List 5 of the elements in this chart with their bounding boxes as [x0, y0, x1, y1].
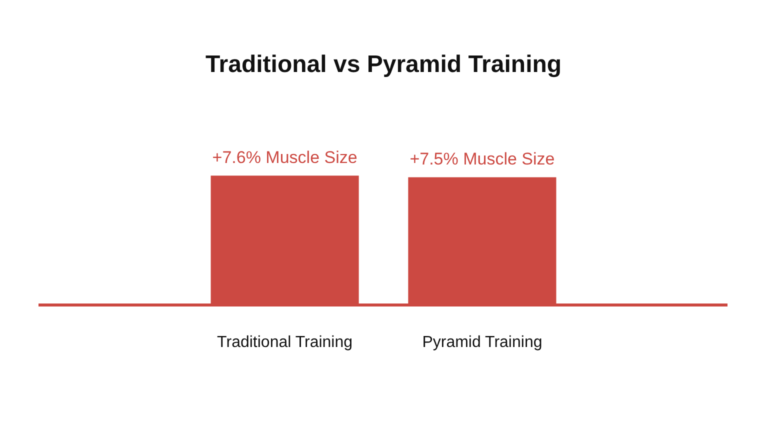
data-label: +7.5% Muscle Size: [410, 149, 555, 168]
x-tick-label: Pyramid Training: [422, 334, 542, 351]
data-label: +7.6% Muscle Size: [212, 148, 358, 167]
chart-title: Traditional vs Pyramid Training: [205, 51, 562, 78]
x-tick-label: Traditional Training: [217, 334, 353, 351]
